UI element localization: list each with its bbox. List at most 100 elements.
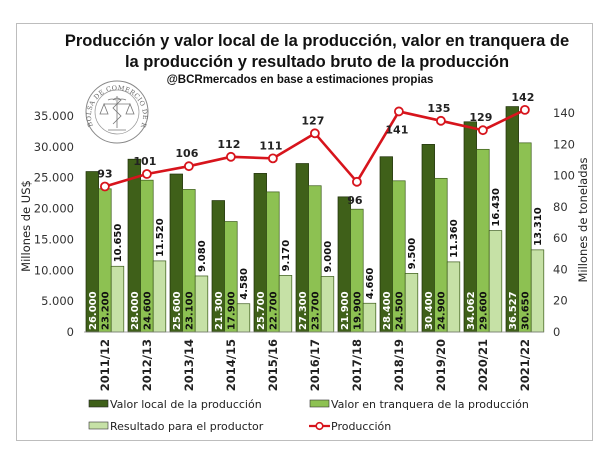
bar [320,276,335,333]
y-tick-label: 30.000 [34,140,74,154]
x-tick-label: 2018/19 [392,339,406,391]
y2-tick-label: 20 [553,294,568,308]
bar-value-label: 9.080 [197,240,208,272]
x-tick-label: 2019/20 [434,339,448,391]
bcr-logo: BOLSA DE COMERCIO DE ROSARIO [0,0,149,144]
legend-swatch-valor-tranquera [309,399,330,408]
legend-item-produccion[interactable]: Producción [309,420,391,433]
y2-tick-label: 80 [553,200,568,214]
x-axis: 2011/12 2012/13 2013/14 2014/15 2015/16 2016/… [98,339,532,391]
x-tick-label: 2015/16 [266,339,280,391]
produccion-value-label: 129 [469,111,492,124]
y-axis-left-title: Millones de US$ [19,180,33,272]
y-axis-right: 0 20 40 60 80 100 120 140 [553,106,575,339]
legend-item-valor-local[interactable]: Valor local de la producción [88,398,262,411]
legend-swatch-resultado [88,421,109,430]
produccion-value-label: 93 [97,168,112,181]
x-tick-label: 2014/15 [224,339,238,391]
chart-title-line-1: Producción y valor local de la producció… [65,32,569,50]
produccion-marker [351,176,362,187]
produccion-marker [100,181,110,192]
bar-value-label: 23.700 [311,291,322,330]
y-tick-label: 10.000 [34,263,74,277]
y-axis-left: 0 5.000 10.000 15.000 20.000 25.000 30.000 35.0… [34,109,74,339]
produccion-value-label: 135 [427,102,450,115]
bar [530,249,545,333]
bar-value-label: 23.200 [101,291,112,330]
legend-label-resultado: Resultado para el productor [110,420,264,433]
bar-value-label: 19.900 [353,291,364,330]
bar-value-label: 9.170 [281,240,292,272]
produccion-marker [520,104,530,115]
y-tick-label: 15.000 [34,232,74,246]
y2-tick-label: 40 [553,262,568,276]
bar [236,303,251,333]
bar [488,230,503,333]
bar [404,273,419,333]
y2-tick-label: 60 [553,231,568,245]
y-tick-label: 20.000 [34,202,74,216]
produccion-marker [393,106,404,117]
legend-label-produccion: Producción [331,420,391,433]
bar-value-label: 9.500 [407,238,418,270]
bar [446,261,461,333]
legend-label-valor-local: Valor local de la producción [110,398,262,411]
bar-value-label: 9.000 [323,241,334,273]
bar [278,275,293,333]
bar-value-label: 22.700 [269,291,280,330]
bar-value-label: 25.700 [256,291,267,330]
bar-value-label: 13.310 [533,207,544,246]
x-tick-label: 2020/21 [476,339,490,391]
logo-inner-ring [94,89,140,135]
bar-value-label: 26.000 [88,291,99,330]
bar [152,260,167,333]
y-tick-label: 35.000 [34,109,74,123]
produccion-marker [225,151,236,162]
bar-value-label: 11.360 [449,219,460,258]
x-tick-label: 2011/12 [98,339,112,391]
x-tick-label: 2016/17 [308,339,322,391]
bar-value-label: 21.900 [340,291,351,330]
bar-value-label: 36.527 [508,291,519,330]
y-tick-label: 25.000 [34,171,74,185]
produccion-marker [183,161,194,172]
bar-value-label: 11.520 [155,218,166,257]
produccion-value-label: 141 [385,123,408,136]
bar [110,265,125,333]
y2-tick-label: 120 [553,137,575,151]
produccion-marker [141,169,152,179]
bar-value-label: 24.900 [437,291,448,330]
bar-value-label: 25.600 [172,291,183,330]
bar-value-label: 24.600 [143,291,154,330]
x-tick-label: 2021/22 [518,339,532,391]
y2-tick-label: 0 [553,325,560,339]
legend-marker-produccion [315,421,324,431]
produccion-marker [435,115,446,126]
bar-value-label: 28.400 [382,291,393,330]
y2-tick-label: 100 [553,169,575,183]
produccion-marker [309,128,320,139]
legend-item-resultado[interactable]: Resultado para el productor [88,420,264,433]
x-tick-label: 2017/18 [350,339,364,391]
y-tick-label: 0 [67,325,74,339]
produccion-value-label: 96 [347,194,363,207]
x-tick-label: 2012/13 [140,339,154,391]
chart-subtitle: @BCRmercados en base a estimaciones prop… [167,74,434,86]
logo-outer-ring [85,80,149,144]
bar-value-label: 17.900 [227,291,238,330]
bars-layer: 26.000 23.200 10.650 28.000 24.600 11.520 25.6… [84,106,545,333]
bar-value-label: 24.500 [395,291,406,330]
bar-value-label: 16.430 [491,188,502,227]
y2-tick-label: 140 [553,106,575,120]
bar-value-label: 27.300 [298,291,309,330]
produccion-value-label: 142 [511,91,534,104]
legend-item-valor-tranquera[interactable]: Valor en tranquera de la producción [309,398,529,411]
legend-label-valor-tranquera: Valor en tranquera de la producción [331,398,529,411]
x-tick-label: 2013/14 [182,339,196,391]
produccion-marker [267,153,278,164]
produccion-value-label: 106 [175,147,198,160]
bar-value-label: 28.000 [130,291,141,330]
y-tick-label: 5.000 [41,294,74,308]
bar [194,275,209,333]
